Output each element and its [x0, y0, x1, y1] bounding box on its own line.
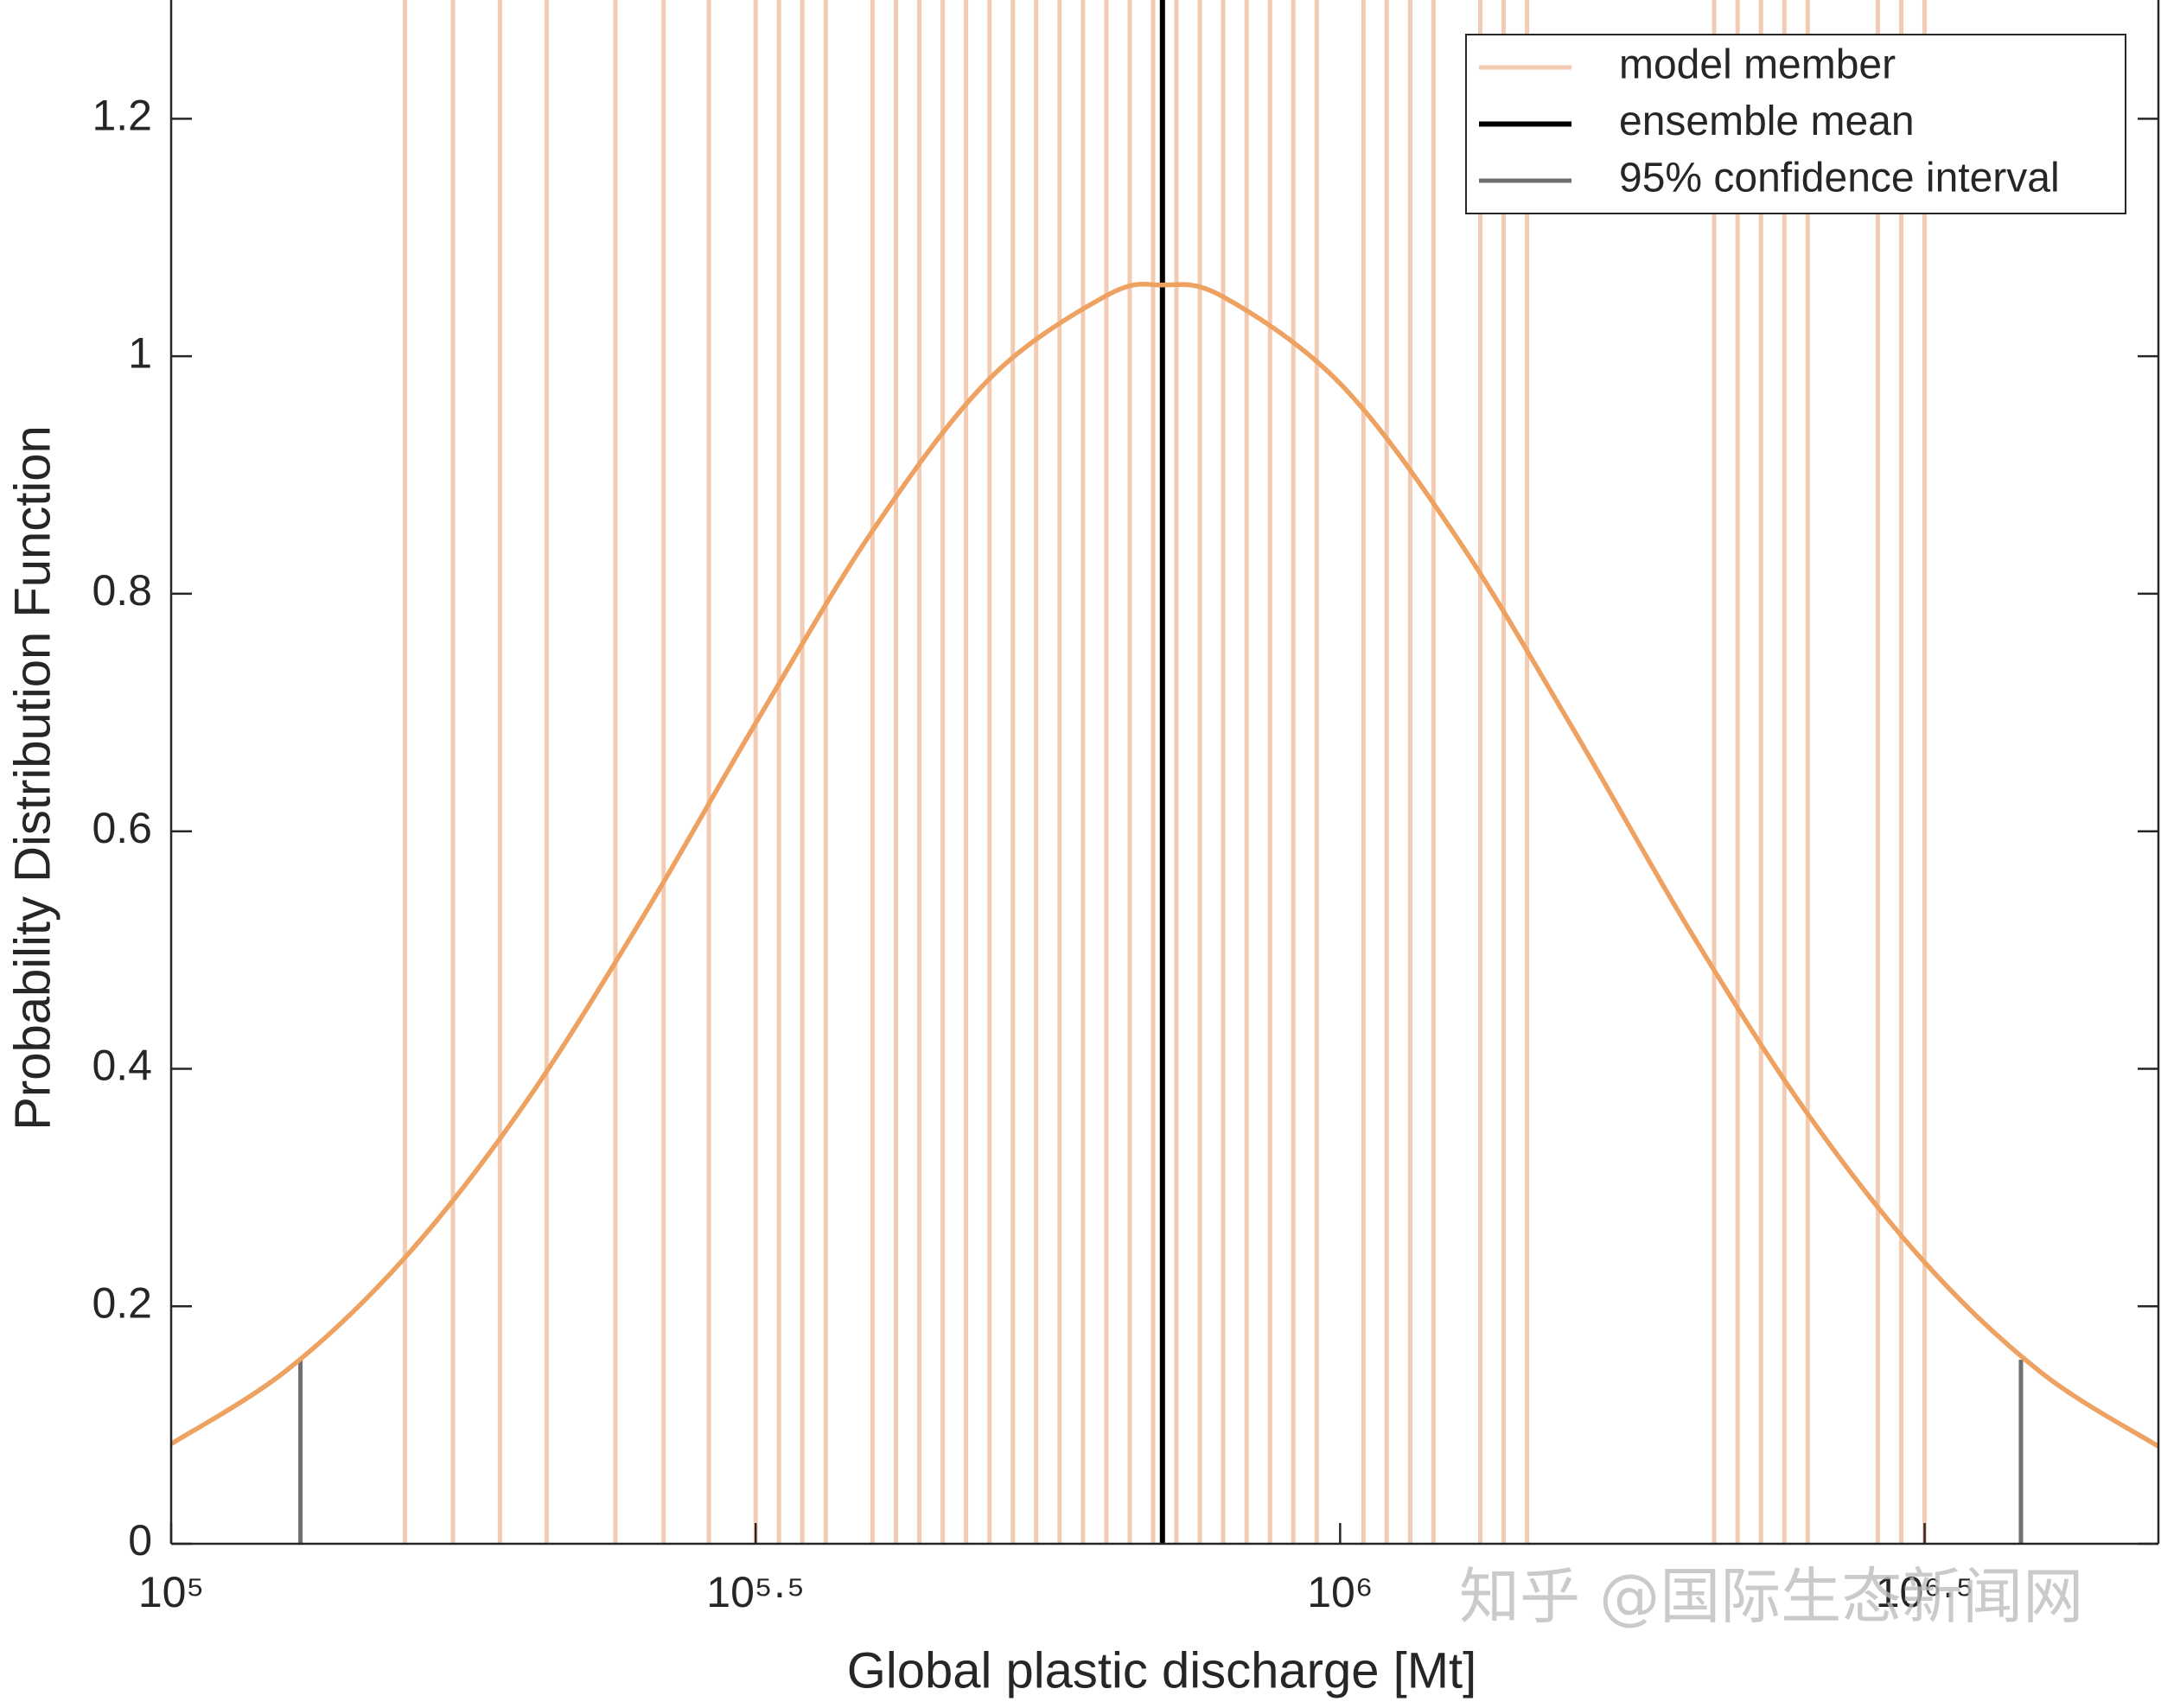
- x-tick-label: 10⁶·⁵: [1876, 1568, 1974, 1616]
- legend-box: [1465, 34, 2126, 214]
- legend-label: 95% confidence interval: [1619, 156, 2060, 201]
- x-tick-label: 10⁶: [1307, 1568, 1373, 1616]
- y-tick-label: 1.2: [92, 92, 152, 140]
- pdf-curve: [169, 282, 2160, 1449]
- y-tick-label: 0.8: [92, 566, 152, 615]
- y-tick-label: 0: [128, 1516, 152, 1565]
- legend-label: ensemble mean: [1619, 99, 1915, 144]
- x-tick-label: 10⁵·⁵: [706, 1568, 805, 1616]
- y-tick-label: 0.6: [92, 804, 152, 852]
- x-tick-label: 10⁵: [138, 1568, 204, 1616]
- y-axis-label: Probability Distribution Function: [4, 425, 61, 1131]
- watermark: 知乎 @国际生态新闻网: [1459, 1561, 2083, 1632]
- y-tick-label: 0.2: [92, 1278, 152, 1327]
- x-axis-label: Global plastic discharge [Mt]: [847, 1642, 1477, 1698]
- y-tick-label: 0.4: [92, 1042, 152, 1090]
- y-tick-label: 1: [128, 328, 152, 377]
- legend-label: model member: [1619, 42, 1896, 88]
